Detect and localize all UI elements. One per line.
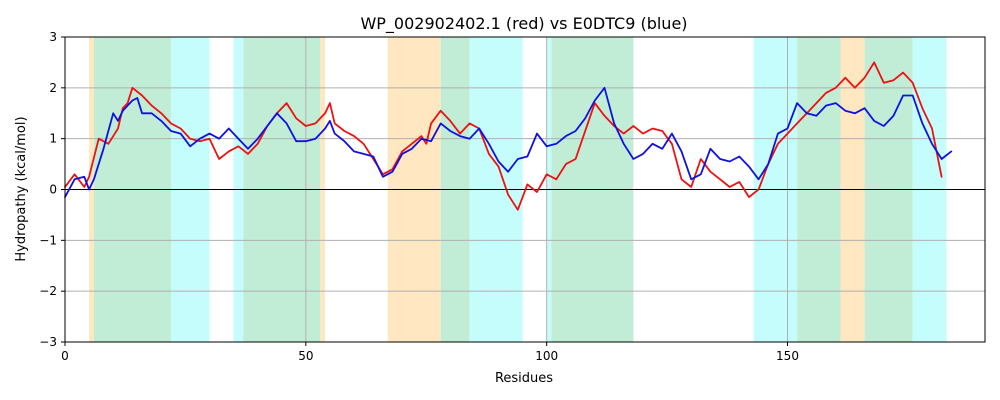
y-tick-label-2: 2	[49, 81, 57, 95]
x-tick-label-0: 0	[61, 349, 69, 363]
chart-title: WP_002902402.1 (red) vs E0DTC9 (blue)	[360, 14, 687, 34]
y-tick-label-0: 0	[49, 183, 57, 197]
series-line-blue	[64, 86, 953, 199]
x-axis-ticks: 0 50 100 150	[61, 342, 799, 363]
x-tick-label-100: 100	[535, 349, 558, 363]
y-tick-label--1: −1	[39, 233, 57, 247]
y-tick-label--3: −3	[39, 335, 57, 349]
y-axis-ticks: −3 −2 −1 0 1 2 3	[39, 30, 65, 349]
series-lines	[64, 61, 953, 211]
x-tick-label-50: 50	[298, 349, 313, 363]
x-axis-label: Residues	[495, 371, 553, 386]
y-tick-label-1: 1	[49, 132, 57, 146]
y-tick-label--2: −2	[39, 284, 57, 298]
y-tick-label-3: 3	[49, 30, 57, 44]
x-tick-label-150: 150	[776, 349, 799, 363]
y-axis-label: Hydropathy (kcal/mol)	[14, 116, 29, 261]
